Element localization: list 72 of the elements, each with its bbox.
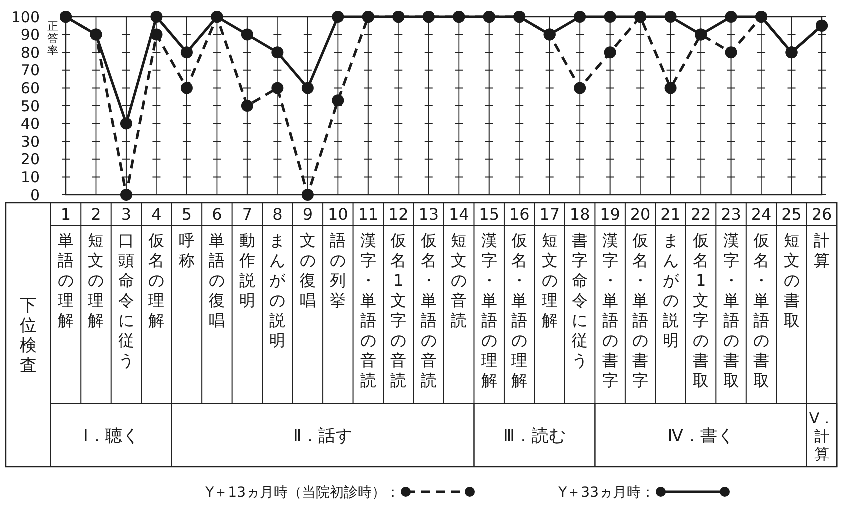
x-tick-label: 2 [91,205,102,224]
text: 単語の理解 [58,231,74,330]
x-tick-label: 19 [600,205,620,224]
y-tick-label: 60 [20,79,40,98]
text: 文の復唱 [300,231,316,310]
x-tick-label: 9 [302,205,314,224]
x-tick-label: 11 [358,205,379,224]
text: 仮名・単語の理解 [510,231,528,390]
text: 短文の書取 [784,231,800,330]
x-tick-label: 13 [418,205,440,224]
text: 仮名1文字の書取 [692,231,710,390]
y-tick-label: 20 [20,150,40,169]
y-tick-label: 30 [20,132,40,151]
text: Ⅴ．計算 [809,410,835,464]
x-tick-label: 26 [812,205,832,224]
text: Ⅲ．読む [503,426,566,446]
y-tick-label: 90 [20,26,40,44]
legend-label: Y＋13ヵ月時（当院初診時）： [204,485,400,501]
x-tick-label: 6 [212,205,222,224]
x-tick-label: 20 [630,205,651,224]
x-tick-label: 8 [272,205,283,224]
x-tick-label: 24 [751,205,772,224]
x-tick-label: 4 [152,205,162,224]
text: 短文の音読 [451,231,468,330]
x-tick-label: 22 [690,205,712,224]
y-axis-title: 正答率 [48,20,58,57]
x-tick-label: 16 [509,205,530,224]
y-tick-label: 50 [20,97,40,116]
text: 仮名・単語の書取 [752,231,770,390]
text: まんがの説明 [270,231,287,350]
text: 漢字・単語の書字 [602,231,618,390]
text: Ⅳ．書く [668,426,734,446]
x-tick-label: 3 [121,205,132,224]
text: 動作説明 [238,231,256,310]
x-tick-label: 1 [60,205,72,224]
text: 語の列挙 [330,231,346,310]
text: 仮名の理解 [148,231,165,330]
text: 下位検査 [20,296,37,376]
text: 単語の復唱 [209,231,226,330]
x-tick-label: 17 [540,205,560,224]
x-tick-label: 5 [182,205,192,224]
y-tick-label: 100 [11,8,40,26]
y-tick-label: 10 [20,168,40,186]
text: 口頭命令に従う [118,231,134,370]
y-tick-label: 40 [20,115,40,134]
text: 短文の理解 [542,231,558,330]
text: Ⅰ．聴く [83,426,140,446]
x-tick-label: 10 [328,205,348,224]
legend-label: Y＋33ヵ月時： [558,485,655,501]
text: 計算 [814,231,830,270]
text: 呼称 [178,231,195,270]
text: 仮名・単語の書字 [632,231,649,390]
text: 漢字・単語の音読 [360,231,376,390]
x-tick-label: 23 [721,205,742,224]
x-tick-label: 12 [388,205,409,224]
text: まんがの説明 [662,231,680,350]
text: 漢字・単語の理解 [481,231,498,390]
text: 書字命令に従う [572,231,588,370]
x-tick-label: 14 [448,205,470,224]
text: Ⅱ．話す [293,426,353,446]
x-tick-label: 21 [660,205,681,224]
x-tick-label: 7 [242,205,253,224]
text: 短文の理解 [88,231,104,330]
x-tick-label: 15 [479,205,500,224]
text: 仮名1文字の音読 [390,231,407,390]
text: 漢字・単語の書取 [723,231,740,390]
x-tick-label: 18 [570,205,590,224]
x-tick-label: 25 [782,205,802,224]
y-tick-label: 80 [20,44,40,62]
y-tick-label: 0 [30,186,40,204]
y-tick-label: 70 [20,62,40,80]
text: 仮名・単語の音読 [420,231,437,390]
